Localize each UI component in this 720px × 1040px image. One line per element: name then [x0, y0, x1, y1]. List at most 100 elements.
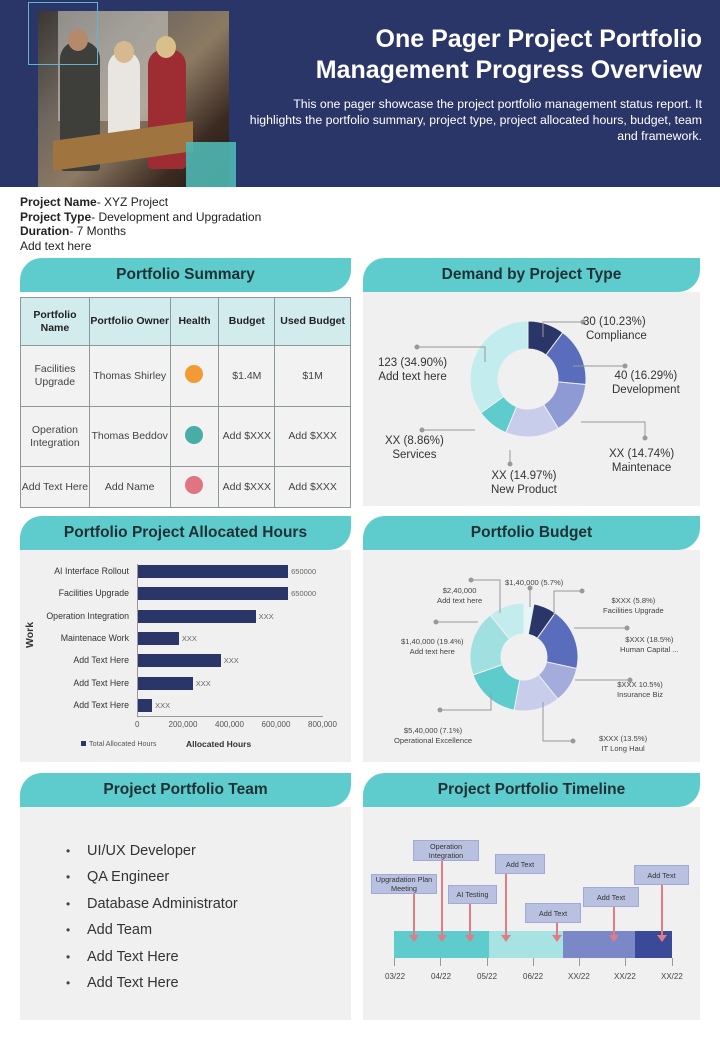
demand-label-new-product: XX (14.97%) New Product	[491, 470, 557, 496]
col-header-name: Portfolio Name	[20, 297, 90, 346]
team-panel	[20, 807, 351, 1020]
team-photo	[38, 11, 229, 187]
demand-label-maintenance: XX (14.74%) Maintenace	[609, 448, 675, 474]
bar-value-label: XXX	[181, 633, 197, 643]
health-status-dot	[185, 476, 204, 494]
y-axis-line	[137, 564, 138, 716]
timeline-tick: 06/22	[523, 972, 544, 981]
table-row: Add Text Here Add Name Add $XXX Add $XXX	[20, 466, 351, 508]
timeline-tick: 04/22	[431, 972, 452, 981]
bar-category-label: Add Text Here	[73, 699, 129, 710]
timeline-arrow	[657, 885, 667, 942]
x-axis-tick: 200,000	[168, 720, 198, 729]
x-axis-line	[137, 716, 323, 717]
budget-panel	[363, 550, 700, 762]
timeline-event: Operation Integration	[413, 840, 479, 861]
demand-label-add-text: 123 (34.90%) Add text here	[378, 357, 448, 383]
budget-label-it-long-haul: $XXX (13.5%) IT Long Haul	[599, 734, 648, 753]
demand-label-services: XX (8.86%) Services	[385, 435, 444, 461]
bar-category-label: Operation Integration	[46, 610, 129, 621]
timeline-tick: XX/22	[614, 972, 636, 981]
budget-donut-chart	[433, 577, 633, 744]
bar	[137, 565, 289, 578]
decorative-frame	[28, 2, 98, 65]
timeline-arrow	[409, 894, 419, 942]
y-axis-title: Work	[24, 621, 36, 648]
col-header-owner: Portfolio Owner	[88, 297, 171, 346]
health-status-dot	[185, 425, 204, 444]
col-header-used-budget: Used Budget	[274, 297, 351, 346]
list-item: • Database Administrator	[66, 895, 238, 912]
donut-slice	[469, 320, 529, 414]
timeline-arrow	[552, 923, 562, 942]
bar	[137, 631, 179, 645]
demand-label-compliance: 30 (10.23%) Compliance	[583, 316, 647, 342]
col-header-health: Health	[169, 297, 220, 346]
bar-value-label: XXX	[195, 678, 211, 688]
demand-label-development: 40 (16.29%) Development	[612, 370, 680, 396]
chart-legend: Total Allocated Hours	[81, 739, 157, 748]
demand-donut-chart	[414, 319, 648, 467]
timeline-event: Upgradation Plan Meeting	[371, 874, 437, 894]
x-axis-title: Allocated Hours	[186, 739, 252, 749]
list-item: • UI/UX Developer	[66, 843, 196, 859]
timeline-tick: XX/22	[661, 972, 683, 981]
bar-category-label: Maintenace Work	[60, 632, 129, 643]
table-row: Operation Integration Thomas Beddov Add …	[20, 406, 351, 467]
demand-by-type-header: Demand by Project Type	[363, 258, 700, 292]
bar	[137, 609, 256, 623]
col-header-budget: Budget	[218, 297, 276, 346]
bar-category-label: Facilities Upgrade	[58, 588, 129, 599]
page-description: This one pager showcase the project port…	[249, 97, 702, 143]
budget-label-insurance: $XXX 10.5%) Insurance Biz	[617, 680, 664, 699]
timeline-segment	[563, 931, 635, 958]
bar-category-label: Add Text Here	[73, 655, 129, 666]
team-list: • UI/UX Developer • QA Engineer • Database …	[66, 841, 238, 999]
donut-slice	[489, 602, 525, 640]
list-item: • Add Team	[66, 922, 153, 939]
allocated-hours-header: Portfolio Project Allocated Hours	[20, 516, 351, 550]
timeline-event: Add Text	[525, 903, 581, 923]
portfolio-summary-header: Portfolio Summary	[20, 258, 351, 292]
bar-category-label: AI Interface Rollout	[54, 566, 129, 576]
x-axis-tick: 600,000	[261, 720, 291, 729]
x-axis-tick: 400,000	[215, 720, 244, 729]
bar	[137, 676, 193, 690]
bar	[137, 698, 153, 712]
budget-label-top: $1,40,000 (5.7%)	[505, 578, 564, 587]
x-axis-tick: 0	[135, 720, 140, 729]
legend-swatch	[81, 741, 86, 746]
bar-category-label: Add Text Here	[73, 677, 129, 688]
x-axis-tick: 800,000	[308, 720, 337, 729]
table-row: Facilities Upgrade Thomas Shirley $1.4M …	[20, 345, 351, 407]
bar	[137, 587, 289, 601]
timeline-event: Add Text	[495, 854, 545, 874]
bar-value-label: XXX	[258, 611, 274, 621]
team-header: Project Portfolio Team	[20, 773, 351, 807]
budget-label-facilities: $XXX (5.8%) Facilities Upgrade	[603, 596, 664, 615]
budget-label-human-capital: $XXX (18.5%) Human Capital ...	[620, 635, 679, 654]
timeline-header: Project Portfolio Timeline	[363, 773, 700, 807]
timeline-tick: 05/22	[477, 972, 498, 981]
timeline-event: AI Testing	[448, 885, 497, 904]
timeline-tick: 03/22	[385, 972, 406, 981]
bar	[137, 654, 221, 668]
decorative-teal-block	[186, 142, 236, 187]
timeline-arrow	[437, 861, 447, 942]
page-title: One Pager Project Portfolio Management P…	[315, 25, 702, 84]
timeline-arrow	[501, 874, 511, 942]
portfolio-summary-table: Portfolio Name Portfolio Owner Health Bu…	[20, 297, 351, 508]
timeline-arrow	[609, 907, 619, 942]
health-status-dot	[185, 365, 204, 383]
list-item: • QA Engineer	[66, 869, 170, 886]
timeline-tick: XX/22	[568, 972, 590, 981]
project-info: Project Name- XYZ Project Project Type- …	[20, 195, 262, 253]
budget-label-add-text-2: $1,40,000 (19.4%) Add text here	[401, 637, 464, 656]
bar-value-label: XXX	[155, 700, 171, 710]
timeline-event: Add Text	[583, 887, 639, 907]
budget-label-add-text-1: $2,40,000 Add text here	[437, 586, 483, 605]
portfolio-budget-header: Portfolio Budget	[363, 516, 700, 550]
bar-value-label: 650000	[291, 589, 317, 599]
budget-label-operational-excellence: $5,40,000 (7.1%) Operational Excellence	[394, 726, 473, 745]
timeline-event: Add Text	[634, 865, 689, 885]
